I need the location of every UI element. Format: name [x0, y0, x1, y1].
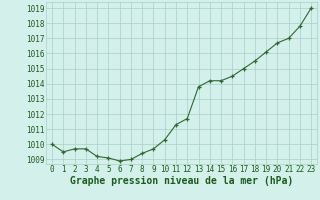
X-axis label: Graphe pression niveau de la mer (hPa): Graphe pression niveau de la mer (hPa) [70, 176, 293, 186]
